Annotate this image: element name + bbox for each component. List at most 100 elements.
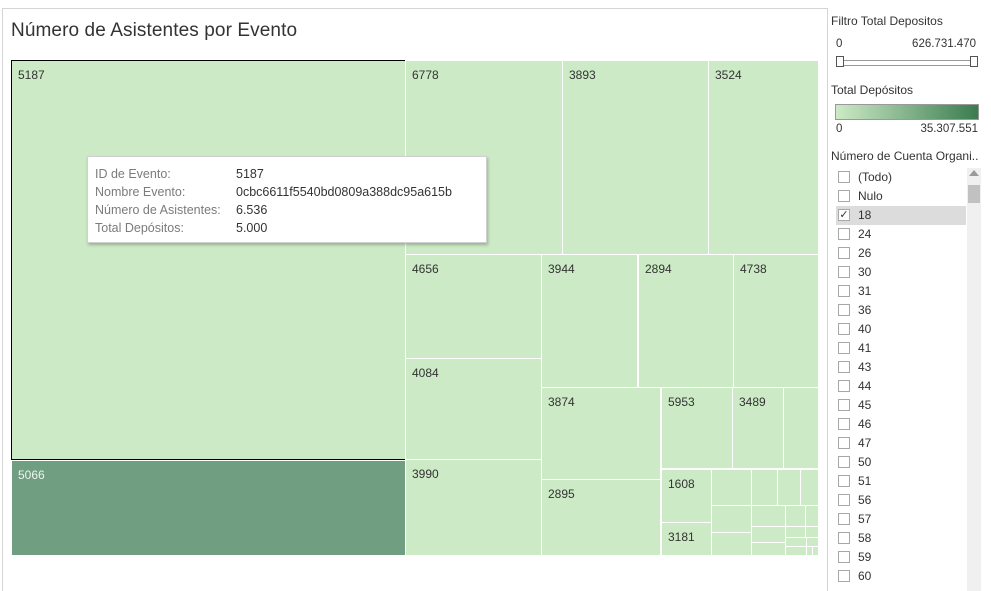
treemap-tile[interactable]: 3990: [405, 459, 542, 556]
checkbox[interactable]: [838, 437, 850, 449]
filter-option[interactable]: 31: [836, 282, 966, 301]
treemap-tile[interactable]: [711, 505, 752, 533]
treemap-tile[interactable]: [783, 387, 819, 469]
treemap-tile[interactable]: 3524: [708, 60, 819, 255]
treemap-tile[interactable]: 3489: [732, 387, 784, 469]
treemap-tile[interactable]: [805, 505, 819, 527]
treemap-tile[interactable]: 1608: [661, 469, 712, 523]
filter-option[interactable]: 44: [836, 377, 966, 396]
checkbox[interactable]: [838, 323, 850, 335]
scroll-thumb[interactable]: [968, 185, 980, 203]
filter-option[interactable]: 58: [836, 529, 966, 548]
checkbox[interactable]: [838, 380, 850, 392]
filter-option[interactable]: 30: [836, 263, 966, 282]
treemap-tile[interactable]: 3181: [661, 522, 712, 556]
treemap-tile[interactable]: [711, 532, 752, 556]
total-filter-title: Filtro Total Depositos: [831, 14, 943, 28]
tile-label: 4656: [412, 262, 439, 276]
checkbox[interactable]: [838, 266, 850, 278]
filter-option[interactable]: 43: [836, 358, 966, 377]
legend-max: 35.307.551: [920, 123, 978, 135]
treemap-tile[interactable]: [751, 526, 786, 543]
checkbox[interactable]: [838, 551, 850, 563]
treemap-tile[interactable]: [751, 469, 778, 506]
treemap-tile[interactable]: [777, 469, 801, 506]
treemap-tile[interactable]: [800, 469, 819, 506]
treemap-tile[interactable]: 4084: [405, 358, 542, 460]
filter-option[interactable]: Nulo: [836, 187, 966, 206]
account-filter-title: Número de Cuenta Organi..: [831, 149, 979, 163]
checkbox[interactable]: [838, 494, 850, 506]
scrollbar[interactable]: [967, 168, 981, 591]
checkbox[interactable]: [838, 532, 850, 544]
treemap-tile[interactable]: 2894: [638, 254, 734, 388]
treemap-tile[interactable]: [785, 546, 807, 556]
treemap-tile[interactable]: 2895: [541, 479, 661, 556]
total-filter-max: 626.731.470: [912, 38, 976, 50]
filter-option[interactable]: (Todo): [836, 168, 966, 187]
filter-option[interactable]: 60: [836, 567, 966, 586]
treemap-tile[interactable]: 3893: [562, 60, 709, 255]
filter-option[interactable]: 50: [836, 453, 966, 472]
treemap-tile[interactable]: 4656: [405, 254, 542, 359]
tile-label: 3944: [548, 262, 575, 276]
checkbox[interactable]: [838, 228, 850, 240]
option-label: 45: [858, 398, 872, 412]
filter-option[interactable]: 24: [836, 225, 966, 244]
treemap-tile[interactable]: [785, 505, 806, 527]
tile-label: 3489: [739, 395, 766, 409]
treemap-tile[interactable]: 5066: [11, 460, 406, 556]
range-slider-track[interactable]: [840, 60, 976, 66]
filter-option[interactable]: ✓ 18: [836, 206, 966, 225]
filter-option[interactable]: 40: [836, 320, 966, 339]
treemap-tile[interactable]: 3874: [541, 387, 661, 480]
filter-option[interactable]: 41: [836, 339, 966, 358]
treemap-tile[interactable]: 4738: [733, 254, 819, 388]
filter-option[interactable]: 45: [836, 396, 966, 415]
option-label: 44: [858, 379, 872, 393]
filter-option[interactable]: 59: [836, 548, 966, 567]
tile-label: 3524: [715, 68, 742, 82]
option-label: 36: [858, 303, 872, 317]
option-label: 46: [858, 417, 872, 431]
scroll-up-icon[interactable]: [969, 170, 979, 176]
checkbox[interactable]: [838, 285, 850, 297]
filter-option[interactable]: 46: [836, 415, 966, 434]
option-label: 24: [858, 227, 872, 241]
checkbox[interactable]: ✓: [838, 209, 850, 221]
treemap-tile[interactable]: 3944: [541, 254, 638, 388]
checkbox[interactable]: [838, 304, 850, 316]
tile-label: 3990: [412, 467, 439, 481]
checkbox[interactable]: [838, 171, 850, 183]
treemap-tile[interactable]: [751, 542, 786, 556]
filter-option[interactable]: 26: [836, 244, 966, 263]
range-slider-min-handle[interactable]: [836, 56, 844, 67]
checkbox[interactable]: [838, 361, 850, 373]
treemap-tile[interactable]: 5187: [11, 60, 406, 460]
checkbox[interactable]: [838, 247, 850, 259]
filter-option[interactable]: 51: [836, 472, 966, 491]
checkbox[interactable]: [838, 513, 850, 525]
filter-option[interactable]: 47: [836, 434, 966, 453]
filter-option[interactable]: 56: [836, 491, 966, 510]
option-label: 41: [858, 341, 872, 355]
checkbox[interactable]: [838, 570, 850, 582]
checkbox[interactable]: [838, 399, 850, 411]
tile-label: 3874: [548, 395, 575, 409]
range-slider-max-handle[interactable]: [970, 56, 978, 67]
treemap-tile[interactable]: 5953: [661, 387, 733, 469]
checkbox[interactable]: [838, 475, 850, 487]
tile-label: 5066: [18, 468, 45, 482]
checkbox[interactable]: [838, 190, 850, 202]
legend-title: Total Depósitos: [831, 83, 914, 97]
filter-option[interactable]: 36: [836, 301, 966, 320]
treemap-tile[interactable]: [751, 505, 786, 527]
checkbox[interactable]: [838, 456, 850, 468]
treemap-tile[interactable]: [711, 469, 752, 506]
tooltip-value: 5.000: [236, 221, 268, 235]
option-label: 57: [858, 512, 872, 526]
checkbox[interactable]: [838, 342, 850, 354]
treemap-tile[interactable]: [812, 546, 819, 556]
checkbox[interactable]: [838, 418, 850, 430]
filter-option[interactable]: 57: [836, 510, 966, 529]
